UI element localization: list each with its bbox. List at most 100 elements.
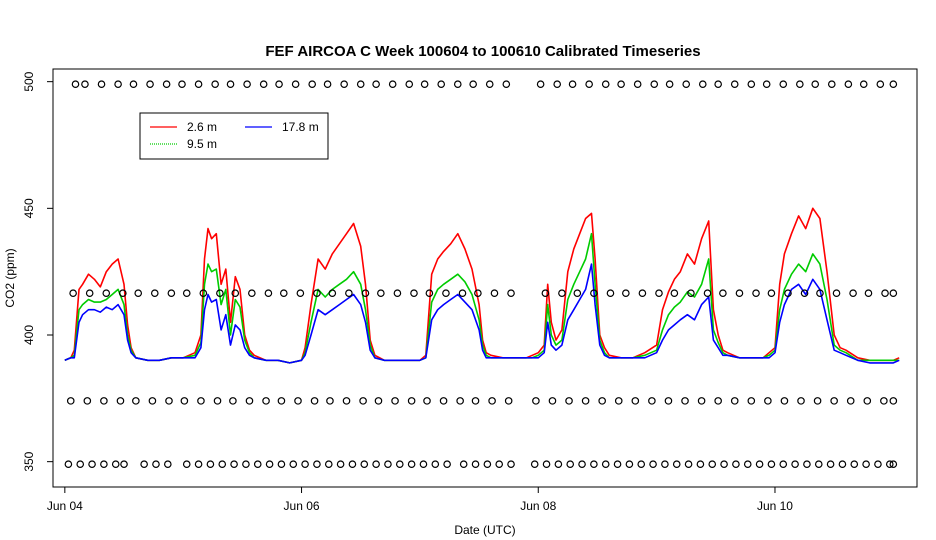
marker-3-35 [650, 80, 659, 89]
marker-5-16 [326, 397, 334, 405]
marker-6-68 [889, 460, 898, 469]
marker-3-12 [259, 80, 268, 89]
marker-4-49 [881, 289, 889, 298]
marker-6-19 [301, 460, 309, 469]
marker-3-47 [844, 80, 853, 89]
marker-3-15 [308, 80, 317, 89]
marker-6-0 [64, 460, 73, 469]
marker-6-14 [242, 460, 250, 469]
marker-3-43 [779, 80, 788, 89]
marker-6-40 [566, 460, 575, 469]
marker-6-61 [814, 460, 823, 469]
marker-4-23 [442, 289, 450, 298]
marker-4-47 [849, 289, 857, 298]
marker-4-16 [328, 289, 337, 298]
marker-6-43 [601, 460, 610, 469]
marker-5-18 [359, 397, 367, 405]
marker-3-46 [827, 80, 836, 89]
marker-4-30 [573, 289, 582, 298]
legend-label-17-8m: 17.8 m [282, 120, 319, 134]
marker-6-23 [348, 460, 357, 469]
marker-6-59 [791, 460, 799, 469]
marker-4-27 [507, 289, 515, 298]
marker-4-28 [541, 289, 550, 298]
marker-6-33 [471, 460, 480, 469]
marker-4-29 [558, 289, 566, 298]
marker-5-44 [797, 397, 805, 405]
marker-5-9 [213, 397, 222, 405]
marker-6-48 [661, 460, 669, 469]
marker-5-19 [374, 397, 383, 405]
marker-5-0 [66, 397, 75, 405]
marker-5-1 [83, 397, 92, 405]
marker-6-64 [850, 460, 859, 469]
marker-3-39 [714, 80, 722, 89]
marker-5-39 [714, 397, 722, 405]
marker-6-13 [230, 460, 238, 469]
marker-6-28 [407, 460, 416, 469]
marker-4-22 [425, 289, 434, 298]
marker-4-11 [248, 289, 256, 298]
marker-6-39 [554, 460, 563, 469]
marker-5-12 [262, 397, 270, 405]
marker-5-30 [565, 397, 573, 405]
marker-3-27 [502, 80, 511, 89]
marker-6-63 [838, 460, 847, 469]
marker-3-22 [420, 80, 429, 89]
marker-6-37 [530, 460, 539, 469]
circle-marker-row-5 [66, 397, 898, 405]
marker-3-20 [388, 80, 397, 89]
x-tick-label-3: Jun 10 [757, 499, 793, 513]
marker-5-25 [471, 397, 480, 405]
marker-6-65 [862, 460, 870, 469]
marker-5-24 [456, 397, 464, 405]
marker-5-37 [681, 397, 689, 405]
marker-6-62 [826, 460, 835, 469]
marker-3-13 [275, 80, 283, 89]
marker-3-26 [485, 80, 494, 89]
marker-6-4 [111, 460, 120, 469]
marker-5-27 [504, 397, 513, 405]
marker-4-0 [69, 289, 77, 298]
marker-4-5 [150, 289, 159, 298]
y-tick-label-400: 400 [22, 325, 36, 345]
marker-5-48 [863, 397, 872, 405]
marker-3-41 [747, 80, 756, 89]
marker-5-29 [548, 397, 557, 405]
marker-5-4 [132, 397, 140, 405]
marker-6-1 [76, 460, 85, 469]
marker-5-23 [439, 397, 448, 405]
plot-area [64, 80, 900, 469]
marker-4-17 [345, 289, 353, 298]
y-axis: 350 400 450 500 [22, 71, 53, 472]
marker-3-24 [453, 80, 462, 89]
marker-6-53 [720, 460, 728, 469]
marker-6-38 [542, 460, 551, 469]
x-axis-label: Date (UTC) [454, 523, 515, 537]
marker-4-34 [638, 289, 647, 298]
marker-6-50 [684, 460, 693, 469]
marker-4-6 [167, 289, 176, 298]
marker-5-33 [614, 397, 623, 405]
marker-6-2 [88, 460, 96, 469]
marker-4-40 [735, 289, 744, 298]
marker-5-31 [581, 397, 590, 405]
marker-5-42 [764, 397, 772, 405]
marker-5-35 [648, 397, 656, 405]
marker-4-18 [361, 289, 370, 298]
marker-4-1 [85, 289, 94, 298]
marker-3-14 [291, 80, 300, 89]
marker-4-20 [393, 289, 402, 298]
marker-3-25 [469, 80, 477, 89]
marker-6-44 [613, 460, 622, 469]
marker-5-2 [100, 397, 108, 405]
marker-5-26 [488, 397, 496, 405]
marker-6-16 [265, 460, 274, 469]
marker-5-34 [631, 397, 640, 405]
marker-3-38 [698, 80, 707, 89]
marker-6-10 [194, 460, 203, 469]
marker-5-32 [598, 397, 606, 405]
marker-6-46 [637, 460, 646, 469]
marker-5-50 [889, 397, 898, 405]
